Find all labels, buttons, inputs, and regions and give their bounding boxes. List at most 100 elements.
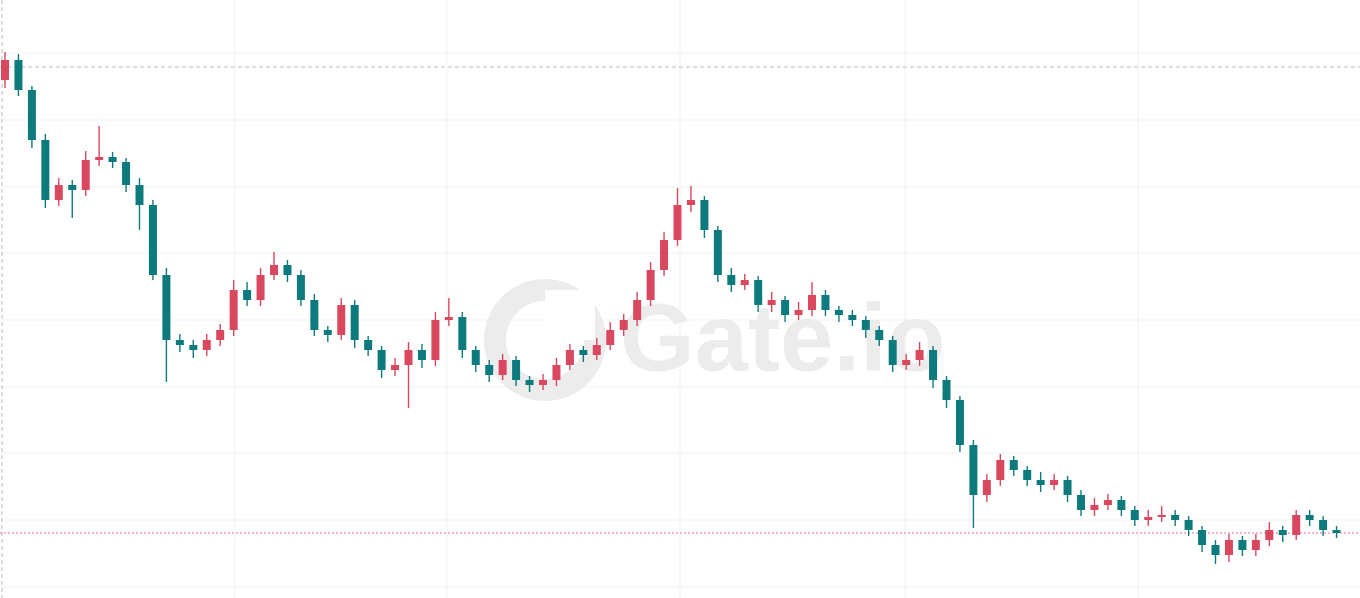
candle-body [498,360,507,375]
candle-body [1063,480,1072,495]
candle-body [377,350,386,370]
candle-body [539,380,547,385]
candle-body [189,345,198,350]
candle-body [781,300,790,315]
candle-body [1184,520,1193,530]
candle-body [270,265,278,275]
candle-body [996,460,1005,480]
candle-body [135,185,144,205]
candle-body [337,305,346,335]
candle-body [243,290,252,300]
candle-body [1332,530,1341,533]
candle-body [754,280,763,305]
candle-body [592,345,601,355]
candle-body [1,60,9,80]
candle-body [861,320,870,330]
candle-body [68,185,77,190]
candle-body [323,330,332,335]
candle-body [417,350,426,360]
candle-body [1238,540,1247,550]
candle-body [458,317,467,350]
candle-body [202,340,211,350]
candle-body [1319,520,1328,530]
candle-body [1251,540,1260,550]
candle-body [915,350,924,360]
candle-body [1077,495,1085,510]
candle-body [727,275,736,285]
candle-body [700,200,709,230]
candle-body [767,300,776,305]
candle-body [512,360,521,380]
candle-body [364,340,373,350]
candle-body [1090,505,1099,510]
candle-body [1157,515,1166,517]
candle-body [929,350,938,380]
candle-body [1103,500,1112,505]
candle-body [686,200,695,205]
candle-body [834,310,843,315]
candle-body [1198,530,1207,545]
candle-body [1292,515,1301,535]
candle-body [713,230,722,275]
candle-body [175,340,184,345]
vertical-grid [234,0,1139,598]
candle-body [41,140,50,200]
candle-body [27,90,36,140]
candle-body [579,350,588,355]
candle-body [471,350,480,365]
candle-body [888,340,897,365]
candle-body [942,380,951,400]
candle-body [431,320,440,360]
candle-body [673,205,682,240]
candle-body [875,330,884,340]
candle-body [81,160,90,190]
candle-body [1036,480,1045,485]
candle-body [54,185,63,200]
candle-body [391,365,400,370]
candle-body [808,295,816,310]
candle-body [660,240,669,270]
candle-body [1278,530,1287,535]
candle-body [485,365,494,375]
candle-body [1009,460,1018,470]
candle-body [310,300,319,330]
candle-body [982,480,991,495]
candle-body [1265,530,1274,540]
candle-body [404,350,413,365]
candle-body [1130,510,1139,520]
candle-body [525,380,534,385]
candle-body [1224,540,1233,555]
candle-body [108,157,117,162]
candle-body [122,162,131,185]
candle-body [1211,545,1220,555]
candle-body [955,400,964,445]
candle-body [1023,470,1032,480]
candle-body [162,275,171,340]
candle-body [606,330,615,345]
candle-body [296,275,305,300]
candle-body [148,205,157,275]
candle-body [444,317,453,320]
candle-body [229,290,238,330]
candle-body [646,270,655,300]
candle-body [902,360,911,365]
candle-body [740,280,749,285]
candle-body [619,320,628,330]
watermark-logo-cut [545,290,595,340]
candle-body [14,60,23,90]
candle-body [1144,517,1153,520]
candle-body [794,310,803,315]
candle-body [1305,515,1314,520]
candle-body [256,275,265,300]
candle-body [1050,480,1059,485]
candle-body [1171,515,1180,520]
candle-body [552,365,561,380]
candle-body [216,330,225,340]
candle-body [848,315,857,320]
candle-body [350,305,359,340]
candle-body [1117,500,1126,510]
candle-body [969,445,978,495]
candle-body [821,295,830,310]
